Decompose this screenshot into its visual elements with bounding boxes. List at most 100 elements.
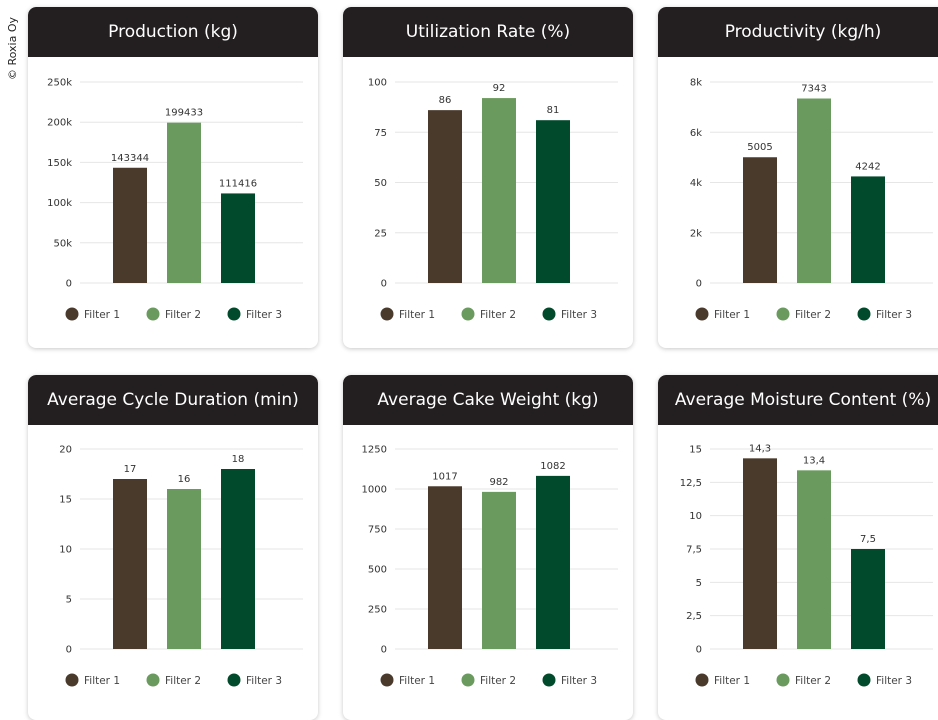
legend-marker — [542, 307, 556, 321]
chart-title: Average Cake Weight (kg) — [343, 375, 633, 425]
y-tick-label: 12,5 — [680, 478, 702, 489]
legend-marker — [857, 673, 871, 687]
legend-marker — [227, 673, 241, 687]
y-tick-label: 7,5 — [686, 545, 702, 556]
y-tick-label: 50 — [374, 178, 387, 189]
bar-filter-3 — [851, 549, 885, 649]
data-label: 1017 — [432, 471, 457, 482]
data-label: 143344 — [111, 153, 149, 164]
y-tick-label: 20 — [59, 445, 72, 456]
legend-item: Filter 2 — [480, 675, 516, 687]
bar-filter-3 — [536, 475, 570, 649]
legend-marker — [461, 673, 475, 687]
legend-marker — [146, 307, 160, 321]
bar-filter-1 — [743, 458, 777, 649]
bar-filter-1 — [428, 110, 462, 283]
data-label: 7343 — [801, 84, 826, 95]
copyright-notice: © Roxia Oy — [6, 16, 19, 80]
legend-marker — [380, 307, 394, 321]
legend-item: Filter 1 — [399, 675, 435, 687]
y-tick-label: 750 — [368, 525, 387, 536]
bar-filter-1 — [743, 157, 777, 283]
data-label: 982 — [489, 477, 508, 488]
moisture-content-chart: 0 2,5 5 7,5 10 12,5 15 14,3 13,4 7,5 Filter 1 Filte… — [680, 443, 933, 687]
y-tick-label: 100 — [368, 78, 387, 89]
bar-filter-1 — [113, 167, 147, 283]
y-tick-label: 6k — [690, 128, 702, 139]
data-label: 1082 — [540, 461, 565, 472]
y-tick-label: 500 — [368, 565, 387, 576]
bar-filter-2 — [797, 470, 831, 649]
cake-weight-chart: 0 250 500 750 1000 1250 1017 982 1082 Filter 1 Fil… — [362, 445, 618, 687]
legend-item: Filter 3 — [876, 309, 912, 321]
legend-item: Filter 1 — [84, 309, 120, 321]
legend-marker — [776, 673, 790, 687]
bar-filter-3 — [851, 176, 885, 283]
legend-marker — [695, 673, 709, 687]
data-label: 14,3 — [749, 443, 771, 454]
legend-marker — [65, 307, 79, 321]
bar-filter-3 — [221, 193, 255, 283]
y-tick-label: 0 — [66, 279, 72, 290]
y-tick-label: 0 — [381, 645, 387, 656]
y-tick-label: 10 — [59, 545, 72, 556]
y-tick-label: 5 — [696, 578, 702, 589]
y-tick-label: 1250 — [362, 445, 387, 456]
data-label: 17 — [124, 464, 137, 475]
chart-title: Utilization Rate (%) — [343, 7, 633, 57]
chart-title: Production (kg) — [28, 7, 318, 57]
legend-item: Filter 1 — [84, 675, 120, 687]
cycle-duration-chart: 0 5 10 15 20 17 16 18 Filter 1 Filter 2 Filter 3 — [59, 445, 303, 687]
legend-item: Filter 3 — [876, 675, 912, 687]
y-tick-label: 75 — [374, 128, 387, 139]
bar-filter-2 — [482, 98, 516, 283]
bar-filter-3 — [221, 469, 255, 649]
data-label: 7,5 — [860, 534, 876, 545]
y-tick-label: 50k — [53, 238, 72, 249]
legend-item: Filter 2 — [480, 309, 516, 321]
data-label: 4242 — [855, 161, 880, 172]
y-tick-label: 2k — [690, 228, 702, 239]
y-tick-label: 2,5 — [686, 611, 702, 622]
data-label: 86 — [439, 95, 452, 106]
y-tick-label: 0 — [696, 279, 702, 290]
y-tick-label: 200k — [47, 118, 72, 129]
legend-marker — [65, 673, 79, 687]
y-tick-label: 150k — [47, 158, 72, 169]
utilization-rate-chart-card: Utilization Rate (%) 0 25 50 75 100 86 92 81 Fil… — [343, 7, 633, 348]
legend-marker — [857, 307, 871, 321]
legend-item: Filter 3 — [561, 309, 597, 321]
y-tick-label: 250k — [47, 78, 72, 89]
bar-filter-2 — [167, 489, 201, 649]
y-tick-label: 1000 — [362, 485, 387, 496]
data-label: 81 — [547, 105, 560, 116]
legend-item: Filter 1 — [714, 309, 750, 321]
legend-item: Filter 3 — [246, 309, 282, 321]
chart-title: Average Cycle Duration (min) — [28, 375, 318, 425]
legend-marker — [776, 307, 790, 321]
cake-weight-chart-card: Average Cake Weight (kg) 0 250 500 750 1000 1… — [343, 375, 633, 720]
legend-item: Filter 3 — [561, 675, 597, 687]
y-tick-label: 25 — [374, 228, 387, 239]
moisture-content-chart-card: Average Moisture Content (%) 0 2,5 5 7,5 10 1… — [658, 375, 938, 720]
bar-filter-1 — [428, 486, 462, 649]
data-label: 18 — [232, 454, 245, 465]
y-tick-label: 8k — [690, 78, 702, 89]
legend-item: Filter 3 — [246, 675, 282, 687]
utilization-rate-chart: 0 25 50 75 100 86 92 81 Filter 1 Filter 2 Filter 3 — [368, 78, 618, 321]
legend-item: Filter 2 — [795, 309, 831, 321]
bar-filter-2 — [167, 122, 201, 283]
legend-marker — [380, 673, 394, 687]
legend-marker — [461, 307, 475, 321]
bar-filter-2 — [797, 98, 831, 283]
productivity-chart-card: Productivity (kg/h) 0 2k 4k 6k 8k 5005 7343 424… — [658, 7, 938, 348]
data-label: 199433 — [165, 108, 203, 119]
y-tick-label: 100k — [47, 198, 72, 209]
legend-marker — [695, 307, 709, 321]
data-label: 5005 — [747, 142, 772, 153]
y-tick-label: 15 — [689, 445, 702, 456]
legend-item: Filter 2 — [165, 675, 201, 687]
chart-title: Average Moisture Content (%) — [658, 375, 938, 425]
bar-filter-2 — [482, 491, 516, 649]
bar-filter-3 — [536, 120, 570, 283]
